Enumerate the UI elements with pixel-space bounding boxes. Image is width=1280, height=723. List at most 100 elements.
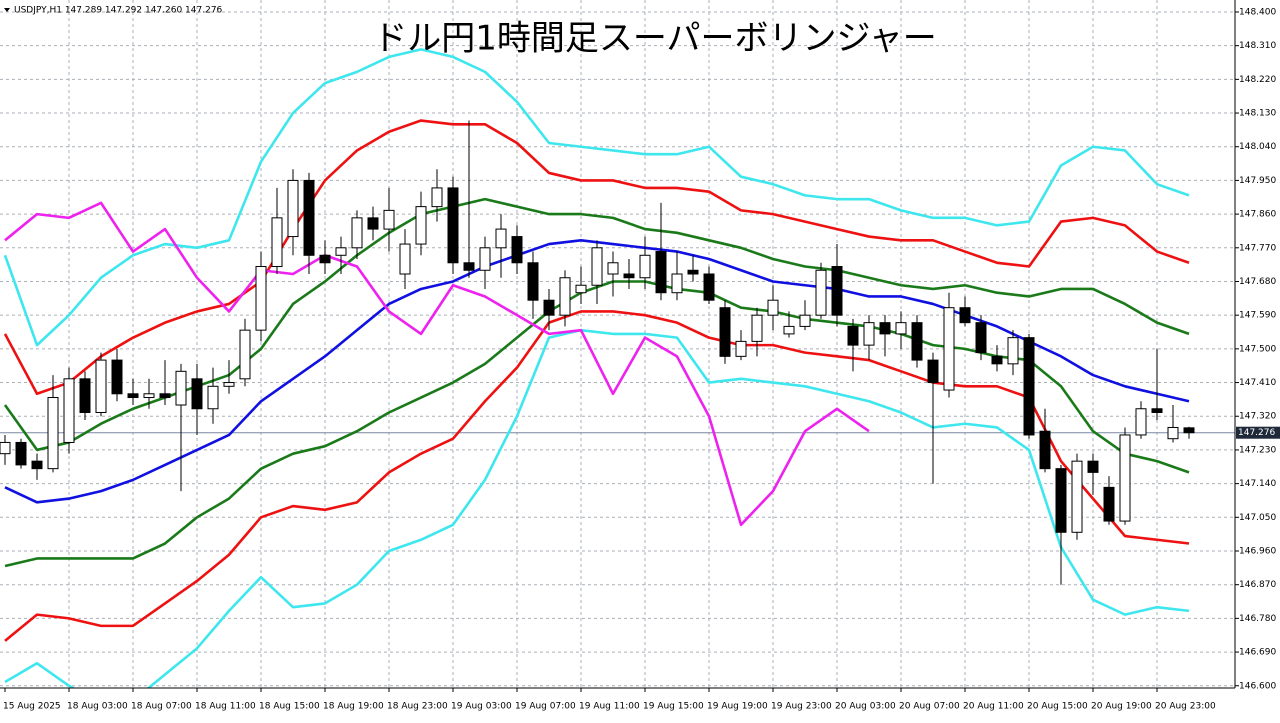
x-tick-label: 20 Aug 19:00 — [1091, 702, 1152, 712]
candle-body — [511, 236, 523, 264]
candle-body — [591, 247, 603, 286]
candle-body — [879, 322, 891, 335]
y-tick-label: 148.220 — [1239, 75, 1276, 85]
candle-body — [1023, 337, 1035, 436]
y-tick-label: 147.410 — [1239, 378, 1276, 388]
band-line — [3, 48, 1190, 347]
candle-body — [863, 322, 875, 346]
candle-body — [639, 254, 651, 279]
y-tick-label: 147.860 — [1239, 210, 1276, 220]
candle-body — [399, 243, 411, 275]
x-tick-label: 18 Aug 23:00 — [387, 702, 448, 712]
candle-body — [239, 329, 251, 380]
y-tick-label: 147.950 — [1239, 176, 1276, 186]
candle-body — [95, 359, 107, 414]
candle-body — [895, 322, 907, 335]
candle-body — [191, 378, 203, 410]
candle-body — [815, 269, 827, 316]
candle-body — [703, 273, 715, 301]
y-tick-label: 146.870 — [1239, 580, 1276, 590]
candle-body — [751, 314, 763, 342]
candle-body — [143, 393, 155, 399]
candle-body — [287, 179, 299, 238]
x-tick-label: 19 Aug 23:00 — [771, 702, 832, 712]
candle-body — [351, 217, 363, 249]
candle-body — [271, 217, 283, 268]
candle-body — [47, 397, 59, 470]
symbol-info: USDJPY,H1 147.289 147.292 147.260 147.27… — [14, 6, 223, 16]
candle-body — [783, 325, 795, 335]
x-tick-label: 18 Aug 11:00 — [195, 702, 256, 712]
candle-body — [623, 273, 635, 279]
x-tick-label: 20 Aug 03:00 — [835, 702, 896, 712]
candle-body — [367, 217, 379, 230]
candle-body — [63, 378, 75, 443]
candle-body — [831, 266, 843, 316]
candle-body — [559, 277, 571, 316]
y-tick-label: 146.600 — [1239, 681, 1276, 691]
y-tick-label: 148.310 — [1239, 41, 1276, 51]
y-tick-label: 147.230 — [1239, 445, 1276, 455]
candle-body — [1071, 460, 1083, 533]
x-tick-label: 19 Aug 03:00 — [451, 702, 512, 712]
candle-body — [495, 228, 507, 249]
candle-body — [543, 299, 555, 316]
candle-body — [911, 322, 923, 361]
candle-body — [927, 359, 939, 384]
candle-body — [0, 441, 11, 455]
candle-body — [1007, 337, 1019, 365]
band-line — [4, 310, 1190, 642]
candle-body — [959, 307, 971, 324]
y-tick-label: 148.040 — [1239, 142, 1276, 152]
y-tick-label: 147.140 — [1239, 479, 1276, 489]
x-tick-label: 18 Aug 03:00 — [67, 702, 128, 712]
candle-body — [207, 385, 219, 410]
candle-body — [175, 370, 187, 406]
x-tick-label: 19 Aug 19:00 — [707, 702, 768, 712]
candle-body — [1055, 468, 1067, 533]
y-tick-label: 147.770 — [1239, 243, 1276, 253]
y-tick-label: 147.590 — [1239, 311, 1276, 321]
x-tick-label: 20 Aug 15:00 — [1027, 702, 1088, 712]
candle-body — [687, 269, 699, 275]
candle-body — [1167, 426, 1179, 440]
x-tick-label: 19 Aug 07:00 — [515, 702, 576, 712]
x-tick-label: 20 Aug 11:00 — [963, 702, 1024, 712]
band-line — [4, 201, 870, 527]
y-tick-label: 146.780 — [1239, 614, 1276, 624]
x-tick-label: 18 Aug 07:00 — [131, 702, 192, 712]
candle-body — [1103, 486, 1115, 522]
last-price-box — [1236, 426, 1280, 439]
candle-body — [991, 355, 1003, 365]
candle-body — [1039, 430, 1051, 470]
candle-body — [847, 325, 859, 346]
y-tick-label: 148.130 — [1239, 109, 1276, 119]
x-tick-label: 20 Aug 07:00 — [899, 702, 960, 712]
y-tick-label: 146.690 — [1239, 648, 1276, 658]
candle-body — [463, 262, 475, 271]
candle-body — [223, 382, 235, 387]
candle-body — [767, 299, 779, 316]
candle-body — [303, 179, 315, 256]
candle-body — [1119, 434, 1131, 522]
symbol-arrow — [4, 8, 10, 12]
band-line — [3, 119, 1190, 396]
y-tick-label: 147.500 — [1239, 344, 1276, 354]
candle-body — [607, 262, 619, 275]
band-line — [4, 328, 1190, 688]
x-tick-label: 15 Aug 2025 — [3, 702, 61, 712]
x-tick-label: 19 Aug 15:00 — [643, 702, 704, 712]
candles — [0, 120, 1195, 585]
candle-body — [975, 322, 987, 354]
candle-body — [943, 307, 955, 391]
candle-body — [31, 460, 43, 470]
candle-body — [127, 393, 139, 399]
axis-labels: 148.400 148.310 148.220 148.130 148.040 147.9… — [3, 7, 1280, 712]
candle-body — [1135, 408, 1147, 436]
y-tick-label: 148.400 — [1239, 7, 1276, 17]
y-tick-label: 147.320 — [1239, 412, 1276, 422]
last-price-label: 147.276 — [1238, 428, 1275, 438]
candle-body — [479, 247, 491, 271]
y-tick-label: 146.960 — [1239, 546, 1276, 556]
candle-body — [1151, 408, 1163, 414]
